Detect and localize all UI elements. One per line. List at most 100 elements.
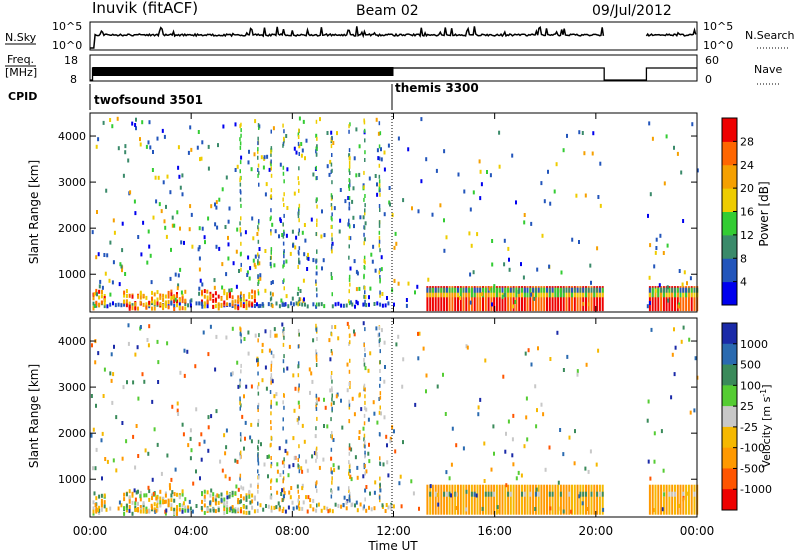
data-cell	[378, 397, 380, 401]
data-cell	[134, 302, 137, 306]
data-cell	[363, 433, 366, 438]
data-cell	[123, 492, 126, 497]
data-cell	[523, 287, 526, 293]
data-cell	[128, 508, 131, 513]
colorbar-swatch	[722, 406, 737, 428]
data-cell	[109, 240, 112, 245]
data-cell	[113, 344, 115, 349]
data-cell	[307, 252, 309, 257]
data-cell	[379, 349, 381, 354]
data-cell	[535, 492, 538, 497]
data-cell	[178, 507, 181, 512]
data-cell	[559, 506, 562, 511]
data-cell	[251, 216, 254, 221]
data-cell	[248, 294, 251, 299]
data-cell	[257, 469, 259, 474]
data-cell	[242, 486, 245, 491]
data-cell	[112, 218, 115, 223]
data-cell	[321, 266, 323, 271]
data-cell	[530, 292, 533, 297]
data-cell	[682, 286, 685, 312]
data-cell	[590, 280, 592, 285]
data-cell	[401, 384, 404, 389]
data-cell	[283, 278, 285, 283]
data-cell	[420, 117, 423, 122]
data-cell	[349, 340, 351, 345]
data-cell	[250, 384, 253, 389]
data-cell	[462, 446, 465, 451]
data-cell	[668, 289, 671, 298]
data-cell	[662, 289, 665, 298]
data-cell	[363, 357, 365, 362]
data-cell	[596, 491, 599, 497]
data-cell	[525, 415, 528, 420]
data-cell	[240, 241, 242, 246]
data-cell	[139, 509, 142, 514]
data-cell	[465, 489, 468, 494]
data-cell	[470, 287, 473, 293]
data-cell	[137, 306, 139, 311]
data-cell	[199, 157, 201, 162]
data-cell	[246, 270, 249, 275]
data-cell	[354, 455, 357, 460]
time-x-axis: 00:00 04:00 08:00 12:00 16:00 20:00 00:00	[73, 113, 714, 538]
data-cell	[100, 507, 103, 512]
data-cell	[355, 287, 358, 292]
data-cell	[283, 476, 285, 481]
data-cell	[124, 150, 127, 155]
data-cell	[257, 408, 259, 412]
data-cell	[179, 370, 182, 375]
data-cell	[523, 484, 526, 515]
data-cell	[145, 493, 148, 498]
data-cell	[337, 465, 340, 470]
data-cell	[443, 286, 446, 312]
data-cell	[237, 487, 240, 492]
data-cell	[150, 280, 153, 285]
data-cell	[508, 267, 511, 272]
data-cell	[115, 415, 118, 420]
data-cell	[568, 484, 571, 515]
data-cell	[523, 220, 526, 225]
data-cell	[203, 301, 206, 306]
data-cell	[316, 503, 318, 508]
data-cell	[328, 338, 331, 343]
data-cell	[266, 154, 269, 159]
data-cell	[156, 507, 159, 512]
data-cell	[696, 168, 699, 173]
data-cell	[245, 495, 248, 500]
data-cell	[346, 388, 349, 393]
data-cell	[383, 340, 386, 345]
data-cell	[257, 422, 259, 427]
data-cell	[217, 507, 220, 512]
data-cell	[300, 142, 303, 146]
data-cell	[184, 298, 187, 303]
data-cell	[316, 488, 318, 493]
data-cell	[319, 117, 321, 122]
data-cell	[376, 301, 379, 306]
data-cell	[285, 134, 288, 138]
data-cell	[389, 436, 392, 441]
data-cell	[512, 286, 515, 312]
data-cell	[454, 287, 457, 293]
nsearch-tick-top: 10^5	[703, 20, 733, 33]
data-cell	[195, 301, 198, 306]
data-cell	[182, 501, 185, 506]
data-cell	[540, 286, 543, 312]
data-cell	[146, 338, 149, 342]
data-cell	[587, 287, 590, 293]
nsearch-tick-bottom: 10^0	[703, 39, 733, 52]
data-cell	[445, 491, 448, 497]
data-cell	[212, 293, 215, 298]
data-cell	[333, 206, 336, 211]
data-cell	[364, 454, 366, 459]
data-cell	[120, 303, 123, 308]
data-cell	[298, 506, 301, 511]
data-cell	[676, 286, 679, 312]
data-cell	[393, 429, 395, 434]
data-cell	[465, 286, 468, 312]
data-cell	[315, 451, 317, 456]
data-cell	[257, 484, 259, 489]
data-cell	[543, 287, 546, 293]
data-cell	[270, 399, 272, 404]
data-cell	[174, 297, 177, 302]
